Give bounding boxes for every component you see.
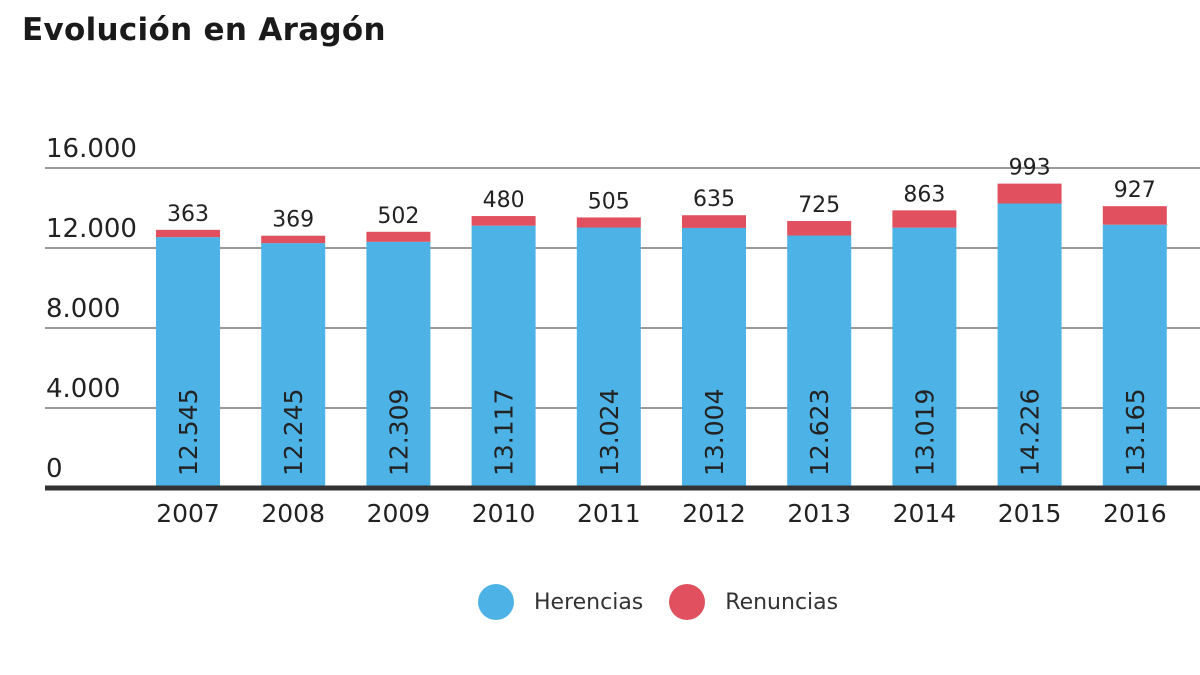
data-label-renuncias: 505 bbox=[588, 189, 630, 214]
bar-renuncias bbox=[1102, 206, 1167, 225]
bar-renuncias bbox=[156, 229, 220, 238]
data-label-herencias: 12.623 bbox=[805, 389, 834, 476]
y-tick-label: 8.000 bbox=[46, 294, 120, 324]
x-tick-label: 2007 bbox=[156, 499, 220, 528]
data-label-renuncias: 480 bbox=[483, 188, 525, 213]
data-label-herencias: 13.117 bbox=[490, 389, 519, 476]
bar-herencias bbox=[576, 227, 641, 488]
data-label-renuncias: 927 bbox=[1114, 178, 1156, 203]
data-label-renuncias: 369 bbox=[272, 208, 314, 233]
chart-title: Evolución en Aragón bbox=[22, 12, 386, 48]
bar-renuncias bbox=[682, 215, 746, 228]
y-tick-label: 0 bbox=[46, 454, 63, 484]
legend-swatch-renuncias bbox=[669, 584, 706, 620]
data-label-herencias: 13.024 bbox=[595, 389, 624, 476]
x-tick-label: 2008 bbox=[261, 499, 325, 528]
data-label-herencias: 12.245 bbox=[279, 389, 308, 476]
bar-renuncias bbox=[261, 235, 326, 244]
bar-renuncias bbox=[576, 217, 641, 228]
bar-herencias bbox=[156, 237, 220, 488]
chart-legend: Herencias Renuncias bbox=[478, 584, 864, 620]
bar-renuncias bbox=[787, 221, 852, 236]
data-label-renuncias: 635 bbox=[693, 187, 735, 212]
data-label-renuncias: 502 bbox=[377, 204, 419, 229]
legend-label-herencias: Herencias bbox=[534, 589, 644, 615]
legend-item-herencias[interactable]: Herencias bbox=[478, 584, 643, 620]
x-tick-label: 2014 bbox=[893, 499, 957, 528]
data-label-renuncias: 725 bbox=[798, 193, 840, 218]
bar-herencias bbox=[997, 203, 1062, 489]
y-tick-label: 4.000 bbox=[46, 374, 120, 404]
y-tick-label: 16.000 bbox=[46, 134, 137, 164]
legend-label-renuncias: Renuncias bbox=[725, 589, 839, 615]
x-tick-label: 2015 bbox=[998, 499, 1062, 528]
legend-swatch-herencias bbox=[478, 584, 514, 620]
data-label-herencias: 12.545 bbox=[174, 389, 203, 476]
data-label-herencias: 12.309 bbox=[384, 389, 413, 476]
data-label-herencias: 13.019 bbox=[910, 389, 939, 476]
x-tick-label: 2012 bbox=[682, 499, 746, 528]
bar-renuncias bbox=[892, 210, 957, 228]
y-tick-label: 12.000 bbox=[46, 214, 137, 244]
x-tick-label: 2013 bbox=[787, 499, 851, 528]
bar-herencias bbox=[366, 241, 431, 488]
bar-herencias bbox=[261, 243, 326, 488]
x-tick-label: 2009 bbox=[367, 499, 431, 528]
data-label-renuncias: 363 bbox=[167, 202, 209, 227]
bar-herencias bbox=[471, 225, 536, 488]
bar-renuncias bbox=[471, 216, 536, 226]
x-tick-label: 2016 bbox=[1103, 499, 1167, 528]
bar-herencias bbox=[1102, 224, 1167, 488]
data-label-herencias: 14.226 bbox=[1016, 389, 1045, 476]
bar-herencias bbox=[787, 235, 852, 488]
bar-renuncias bbox=[366, 231, 431, 242]
bar-renuncias bbox=[997, 183, 1062, 204]
data-label-herencias: 13.165 bbox=[1121, 389, 1150, 476]
data-label-renuncias: 993 bbox=[1009, 156, 1051, 181]
bar-herencias bbox=[682, 227, 746, 489]
x-tick-label: 2010 bbox=[472, 499, 536, 528]
legend-item-renuncias[interactable]: Renuncias bbox=[669, 584, 838, 620]
x-tick-label: 2011 bbox=[577, 499, 641, 528]
data-label-renuncias: 863 bbox=[903, 182, 945, 207]
data-label-herencias: 13.004 bbox=[700, 389, 729, 476]
bar-herencias bbox=[892, 227, 957, 488]
